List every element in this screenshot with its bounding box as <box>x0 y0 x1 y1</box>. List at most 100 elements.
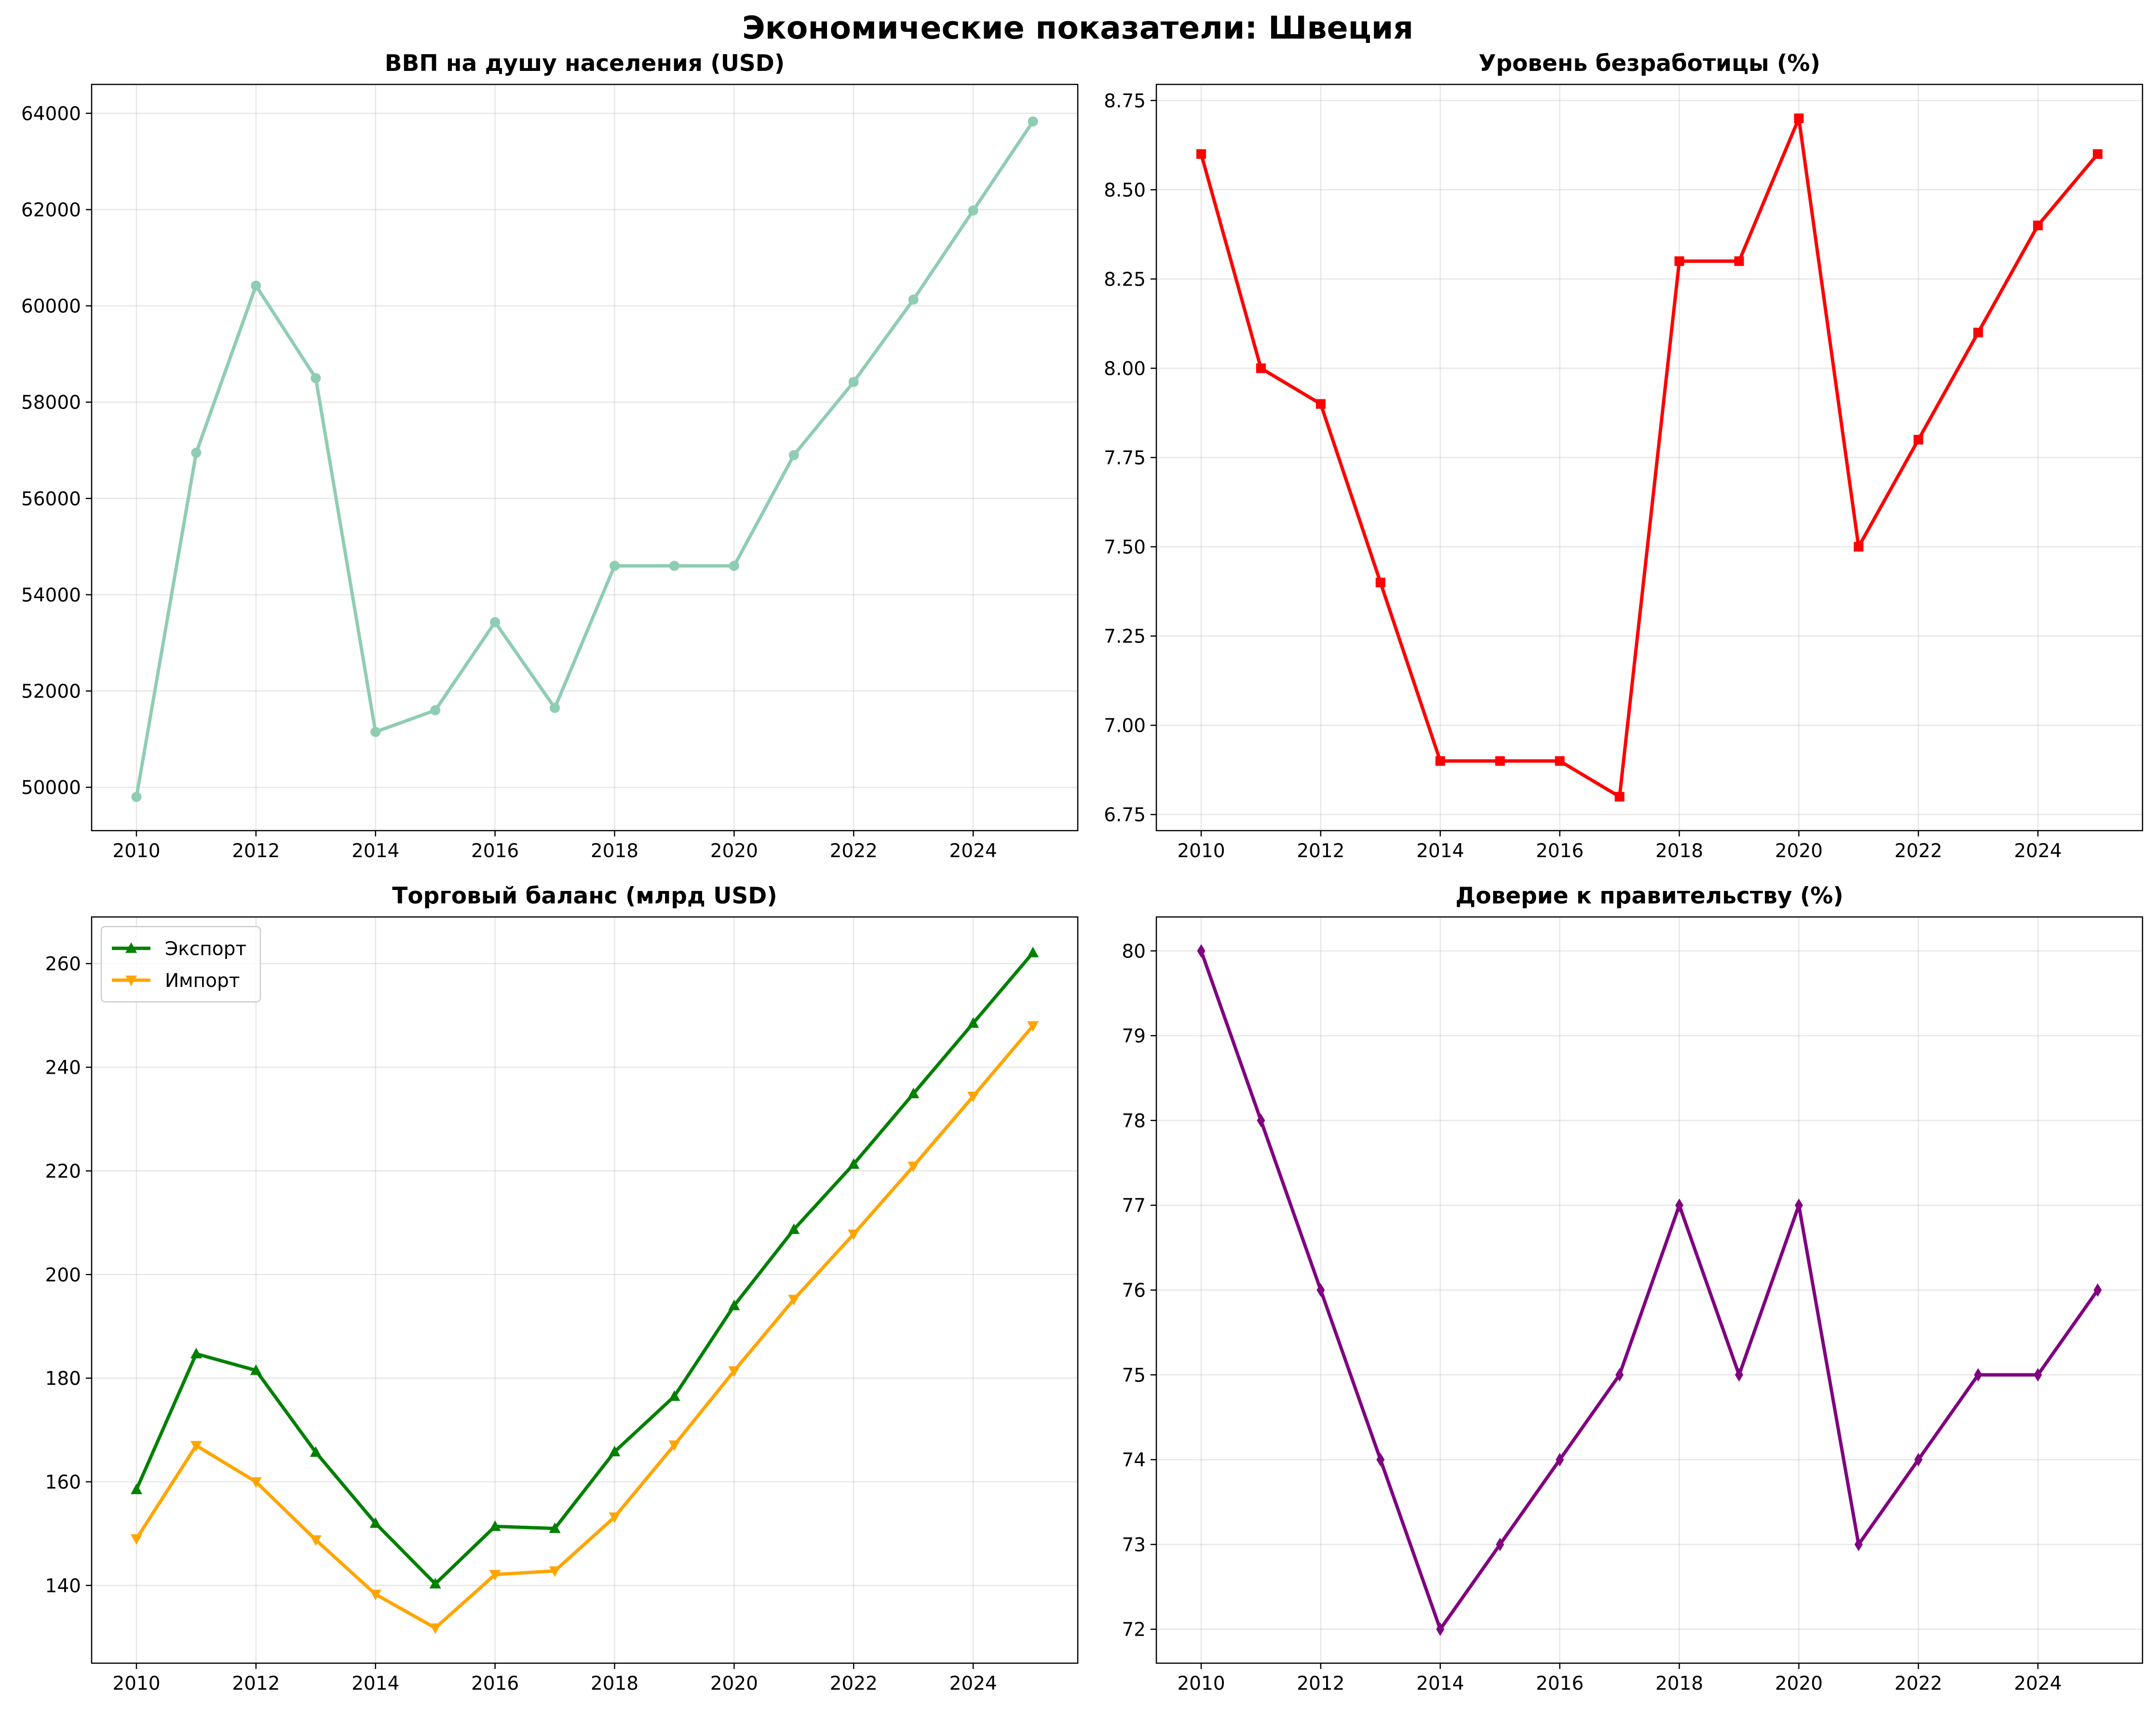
x-tick-label: 2020 <box>710 1673 758 1695</box>
y-tick-label: 200 <box>45 1264 81 1286</box>
x-tick-label: 2010 <box>112 840 160 862</box>
x-tick-label: 2022 <box>830 1673 878 1695</box>
x-tick-label: 2014 <box>352 1673 399 1695</box>
data-point <box>1256 363 1266 373</box>
data-point <box>967 1092 979 1103</box>
data-point <box>490 617 501 628</box>
data-point <box>668 1390 680 1401</box>
data-point <box>668 1440 680 1451</box>
data-point <box>908 1162 920 1173</box>
data-point <box>1854 542 1864 552</box>
y-tick-label: 62000 <box>21 199 81 221</box>
trade-ticks: 2010 2012 2014 2016 2018 2020 2022 2024 140 160 18… <box>45 954 997 1695</box>
trust-series-0 <box>1197 944 2102 1636</box>
x-tick-label: 2012 <box>1297 840 1344 862</box>
data-point <box>130 1483 142 1494</box>
x-tick-label: 2024 <box>2014 840 2061 862</box>
data-point <box>1027 946 1039 957</box>
x-tick-label: 2020 <box>710 840 758 862</box>
data-point <box>1196 149 1206 159</box>
data-point <box>1495 756 1505 766</box>
y-tick-label: 160 <box>45 1472 81 1493</box>
y-tick-label: 6.75 <box>1104 805 1146 826</box>
y-tick-label: 64000 <box>21 103 81 125</box>
data-point <box>1913 435 1924 445</box>
data-point <box>728 1366 740 1377</box>
trade-chart-title: Торговый баланс (млрд USD) <box>392 883 777 909</box>
data-point <box>1197 944 1206 958</box>
data-point <box>1794 113 1804 123</box>
data-point <box>1027 1021 1039 1032</box>
data-point <box>130 1534 142 1545</box>
trust-chart-title: Доверие к правительству (%) <box>1455 883 1844 909</box>
data-point <box>2034 1368 2042 1382</box>
data-point <box>550 702 560 713</box>
data-point <box>1376 1453 1385 1467</box>
trade-series-0 <box>130 946 1039 1589</box>
x-tick-label: 2014 <box>1416 1673 1464 1695</box>
y-tick-label: 8.25 <box>1104 269 1146 290</box>
x-tick-label: 2022 <box>1895 1673 1942 1695</box>
data-point <box>430 705 441 715</box>
series-line <box>135 951 1034 1586</box>
data-point <box>1974 1368 1982 1382</box>
y-tick-label: 7.25 <box>1104 626 1146 648</box>
data-point <box>251 280 261 291</box>
gdp-chart-title: ВВП на душу населения (USD) <box>385 50 785 77</box>
data-point <box>788 1223 800 1234</box>
data-point <box>1734 256 1744 266</box>
x-tick-label: 2024 <box>949 1673 997 1695</box>
data-point <box>1674 256 1684 266</box>
data-point <box>788 450 799 461</box>
y-tick-label: 180 <box>45 1368 81 1390</box>
data-point <box>1794 1198 1803 1212</box>
y-tick-label: 73 <box>1122 1534 1146 1556</box>
data-point <box>131 792 142 802</box>
data-point <box>1914 1453 1923 1467</box>
data-point <box>1496 1537 1505 1551</box>
unemployment-panel: Уровень безработицы (%) 2010 2012 2014 2016… <box>1104 50 2143 862</box>
data-point <box>549 1566 561 1577</box>
x-tick-label: 2010 <box>1177 840 1225 862</box>
data-point <box>669 561 679 571</box>
data-point <box>609 1446 621 1457</box>
gdp-panel: ВВП на душу населения (USD) 2010 2012 2014… <box>21 50 1079 862</box>
data-point <box>2093 1283 2102 1297</box>
data-point <box>1257 1113 1265 1127</box>
data-point <box>429 1578 441 1589</box>
data-point <box>848 1229 860 1240</box>
x-tick-label: 2018 <box>1655 1673 1703 1695</box>
data-point <box>310 1535 322 1546</box>
x-tick-label: 2010 <box>1177 1673 1225 1695</box>
data-point <box>2093 149 2103 159</box>
y-tick-label: 140 <box>45 1575 81 1597</box>
data-point <box>848 377 859 387</box>
y-tick-label: 52000 <box>21 681 81 703</box>
data-point <box>788 1295 800 1306</box>
y-tick-label: 8.50 <box>1104 179 1146 201</box>
gdp-grid <box>92 84 1078 831</box>
x-tick-label: 2018 <box>591 1673 638 1695</box>
data-point <box>1735 1368 1743 1382</box>
y-tick-label: 72 <box>1122 1619 1146 1641</box>
data-point <box>1436 1622 1445 1636</box>
y-tick-label: 260 <box>45 954 81 975</box>
data-point <box>250 1364 262 1375</box>
data-point <box>549 1522 561 1533</box>
data-point <box>609 1512 621 1523</box>
data-point <box>2033 220 2043 231</box>
y-tick-label: 76 <box>1122 1280 1146 1302</box>
data-point <box>967 1017 979 1028</box>
unemployment-ticks: 2010 2012 2014 2016 2018 2020 2022 2024 6.75 7.00… <box>1104 90 2062 862</box>
figure-title: Экономические показатели: Швеция <box>742 10 1413 46</box>
x-tick-label: 2020 <box>1775 840 1823 862</box>
data-point <box>908 294 919 305</box>
data-point <box>1615 1368 1624 1382</box>
legend-label: Экспорт <box>165 938 246 960</box>
data-point <box>250 1477 262 1488</box>
gdp-ticks: 2010 2012 2014 2016 2018 2020 2022 2024 50000 520… <box>21 103 997 862</box>
data-point <box>190 1441 202 1452</box>
y-tick-label: 78 <box>1122 1110 1146 1132</box>
y-tick-label: 58000 <box>21 392 81 414</box>
x-tick-label: 2014 <box>352 840 399 862</box>
